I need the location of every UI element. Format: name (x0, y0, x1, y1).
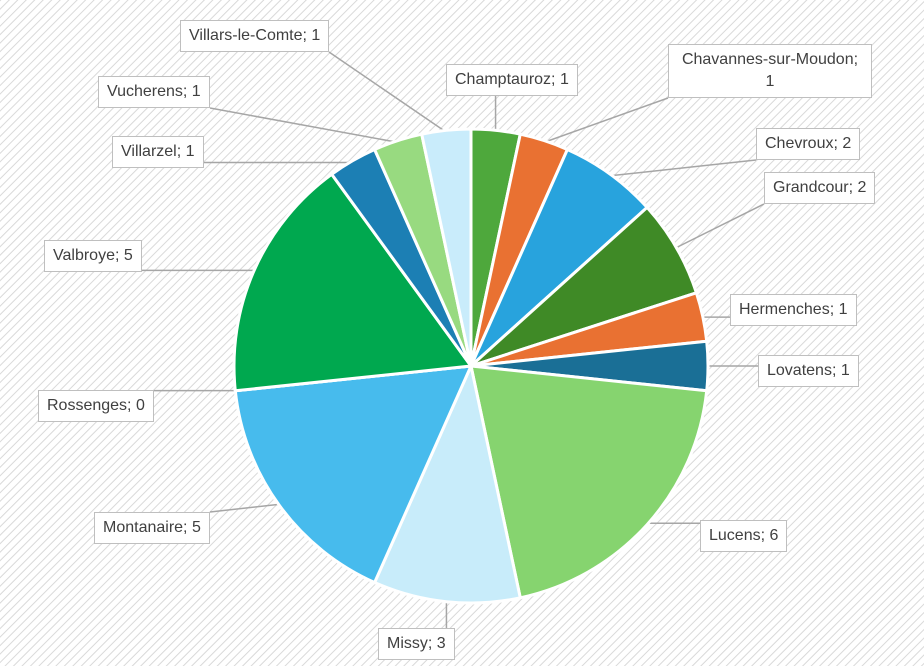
data-label: Chevroux; 2 (756, 128, 861, 160)
data-label: Lucens; 6 (700, 520, 788, 552)
pie-slice (373, 364, 522, 605)
data-label: Lovatens; 1 (758, 355, 859, 387)
data-label: Montanaire; 5 (94, 512, 210, 544)
data-label: Chavannes-sur-Moudon; 1 (668, 44, 872, 98)
leader-line (209, 503, 281, 513)
data-label: Villars-le-Comte; 1 (180, 20, 330, 52)
data-label: Missy; 3 (378, 628, 455, 660)
data-label: Villarzel; 1 (112, 136, 204, 168)
leader-line (543, 97, 669, 144)
pie-slice (469, 364, 709, 600)
data-label: Rossenges; 0 (38, 390, 154, 422)
pie-slice (420, 127, 473, 368)
leader-line (674, 203, 765, 250)
leader-line (209, 107, 399, 144)
data-label: Valbroye; 5 (44, 240, 142, 272)
data-label: Champtauroz; 1 (446, 64, 578, 96)
leader-line (328, 51, 447, 133)
data-label: Hermenches; 1 (730, 294, 857, 326)
leader-line (609, 159, 757, 177)
data-label: Grandcour; 2 (764, 172, 876, 204)
pie-slice (233, 364, 473, 585)
pie-slice (232, 172, 473, 393)
data-label: Vucherens; 1 (98, 76, 210, 108)
